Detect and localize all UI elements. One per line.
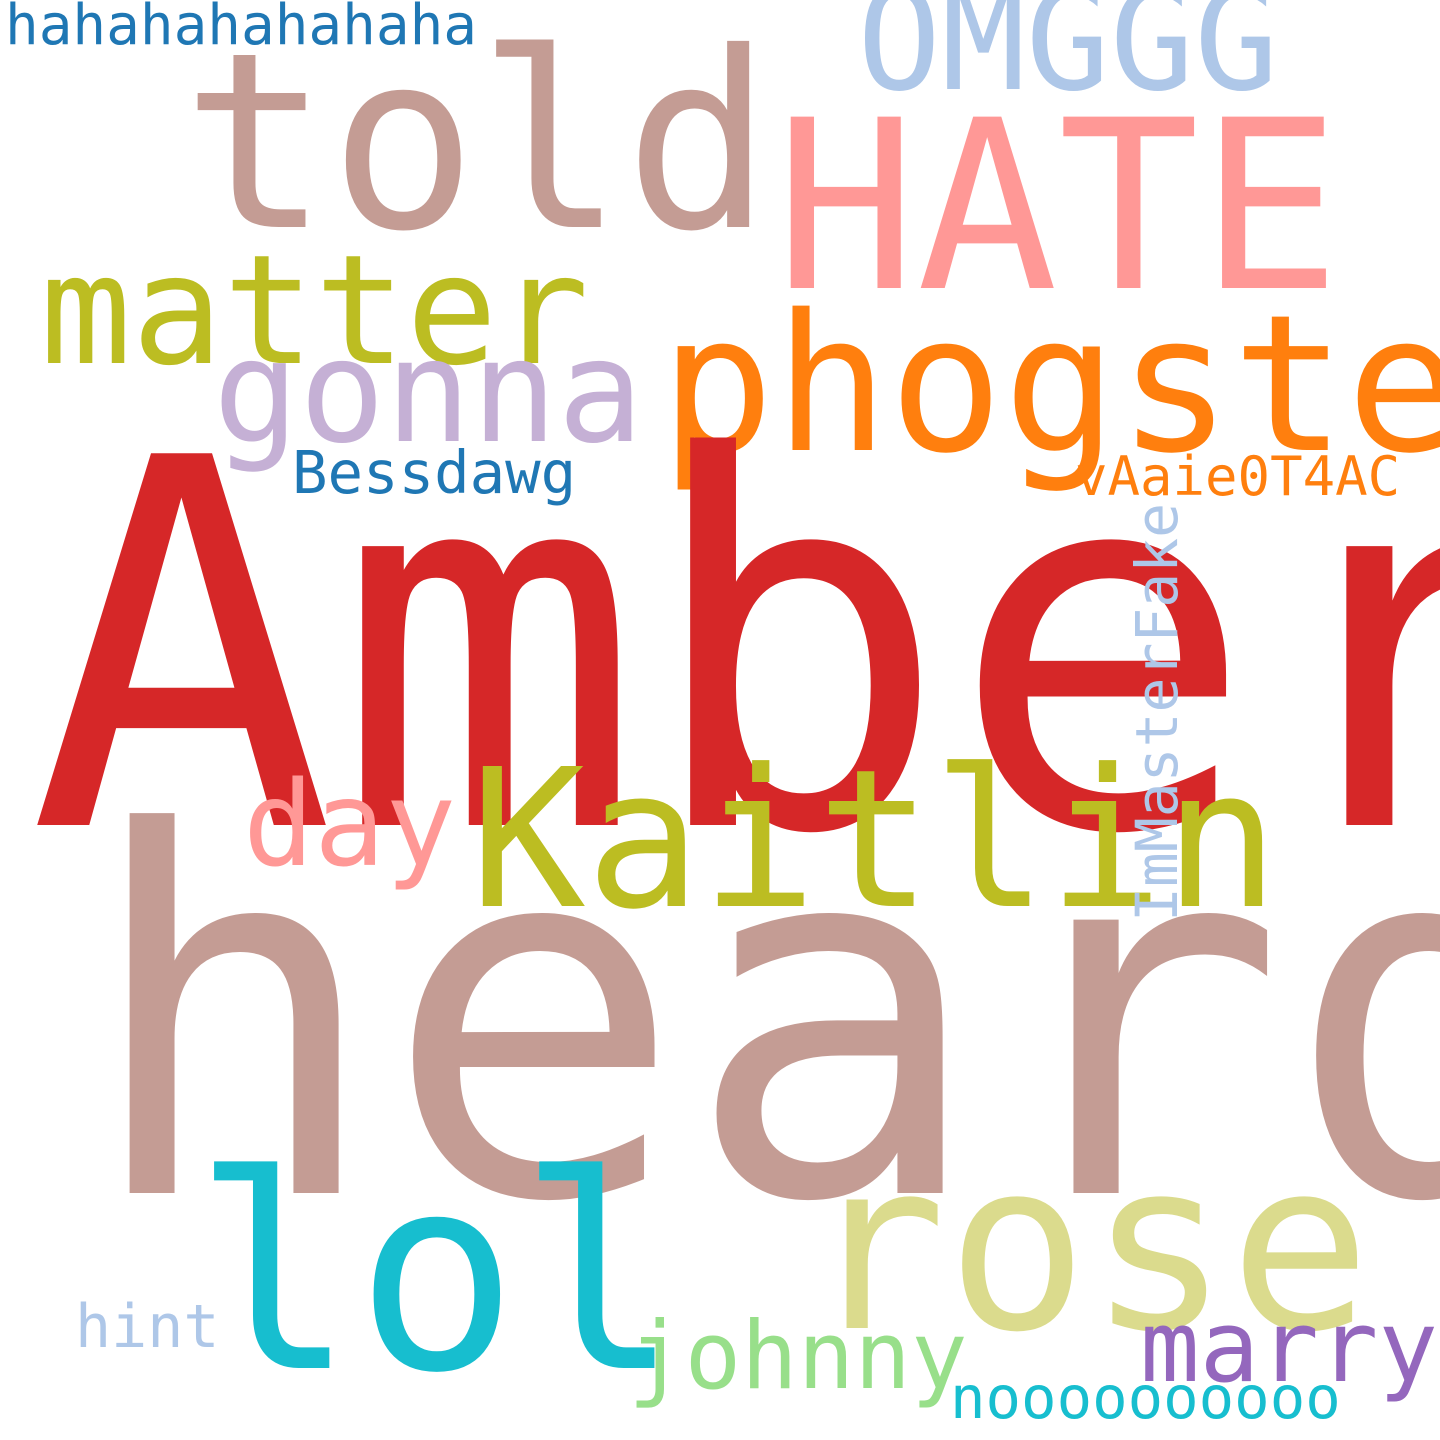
word-marry: marry (1140, 1290, 1439, 1405)
word-matter: matter (40, 222, 590, 399)
word-hahahahahahaha: hahahahahahaha (5, 0, 478, 58)
word-hate: HATE (775, 71, 1341, 344)
word-amber: Amber (28, 353, 1440, 946)
word-day: day (243, 755, 457, 893)
word-rose: rose (805, 1111, 1371, 1384)
word-bessdawg: Bessdawg (292, 438, 577, 507)
word-heard: heard (82, 729, 1440, 1311)
word-told: told (182, 0, 773, 285)
word-noooooooooo: noooooooooo (950, 1363, 1341, 1432)
word-hint: hint (75, 1292, 220, 1362)
word-omggg: OMGGG (857, 0, 1279, 123)
word-johnny: johnny (628, 1302, 968, 1411)
word-kaitlin: Kaitlin (470, 729, 1280, 952)
word-phogsten: phogsten (660, 274, 1440, 495)
word-vaaie0t4ac: vAaie0T4AC (1075, 445, 1401, 508)
word-lol: lol (193, 1117, 681, 1432)
word-gonna: gonna (213, 308, 644, 475)
